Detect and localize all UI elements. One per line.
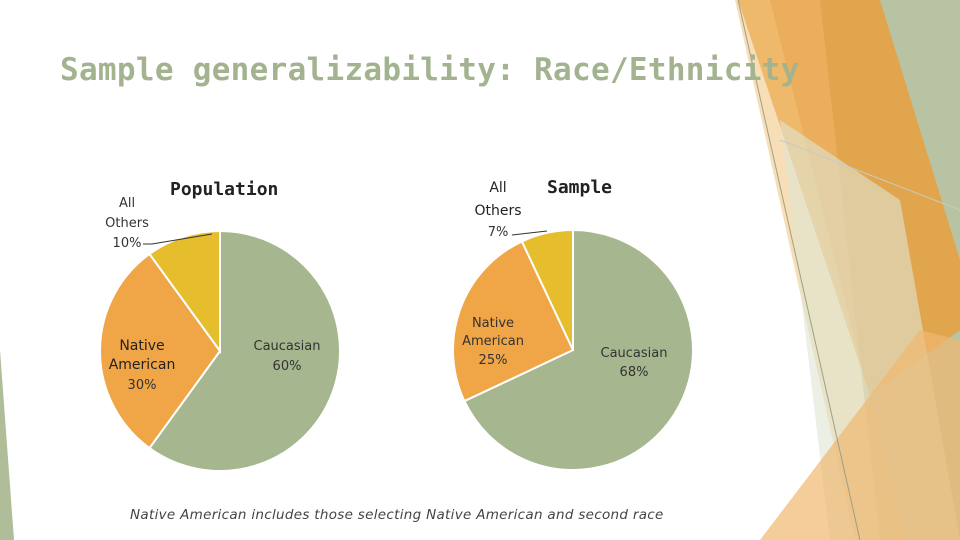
population-label-others-value: 10% [113, 236, 142, 251]
population-label-native-name-1: Native [119, 338, 164, 354]
slide-title: Sample generalizability: Race/Ethnicity [60, 52, 800, 88]
sample-label-caucasian-value: 68% [620, 365, 649, 380]
population-slice-caucasian [148, 229, 341, 472]
deco-thin-line-2 [779, 139, 960, 211]
sample-label-others-name-1: All [489, 180, 506, 196]
population-label-caucasian-value: 60% [273, 359, 302, 374]
sample-label-others-value: 7% [488, 225, 509, 240]
sample-chart-title: Sample [547, 177, 612, 198]
population-chart-title: Population [170, 179, 278, 200]
population-label-native-name-2: American [109, 357, 176, 373]
population-label-native-value: 30% [128, 378, 157, 393]
deco-thin-line-1 [737, 0, 861, 540]
sample-slice-all-others [520, 228, 574, 351]
population-others-leader-line [143, 233, 213, 245]
sample-slice-native-american [452, 240, 575, 403]
sample-label-others-name-2: Others [474, 203, 521, 219]
population-label-others-name-2: Others [105, 216, 149, 231]
sample-label-native-name-2: American [462, 334, 524, 349]
sample-others-leader-line [511, 230, 548, 236]
sample-pie [452, 228, 694, 471]
sample-label-caucasian-name: Caucasian [601, 346, 668, 361]
sample-label-native-name-1: Native [472, 316, 514, 331]
population-label-caucasian-name: Caucasian [254, 339, 321, 354]
sample-slice-caucasian [463, 228, 694, 471]
deco-left-sage-strip [0, 350, 14, 540]
population-pie [99, 229, 341, 472]
sample-label-native-value: 25% [479, 353, 508, 368]
population-slice-all-others [148, 229, 221, 355]
population-label-others-name-1: All [119, 196, 135, 211]
population-slice-native-american [99, 252, 222, 450]
footnote: Native American includes those selecting… [130, 507, 664, 523]
deco-bottom-orange [760, 330, 960, 540]
